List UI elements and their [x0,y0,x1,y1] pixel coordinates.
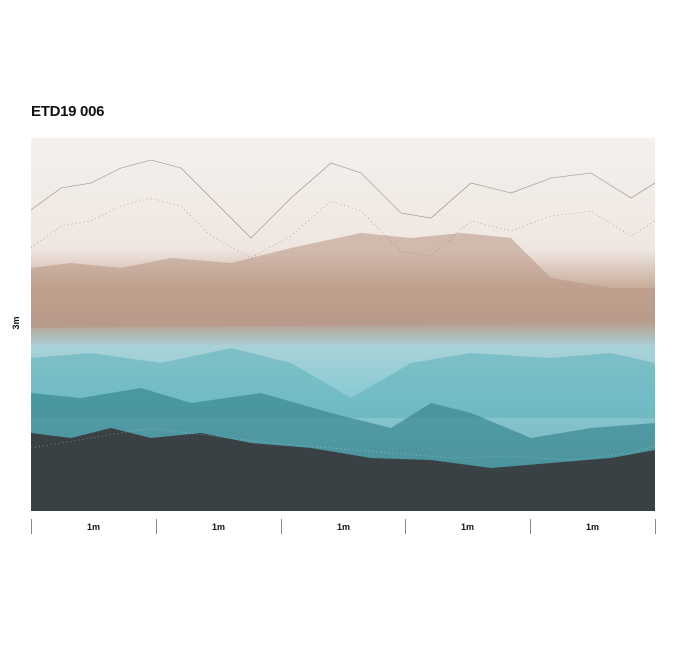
sand-layer [31,233,655,328]
ruler-segment-label: 1m [336,522,350,532]
height-label: 3m [11,316,21,330]
ruler-segment-label: 1m [460,522,474,532]
product-code: ETD19 006 [31,103,105,120]
ruler-tick [530,519,531,534]
stitch-lines-bottom [31,427,655,461]
ruler-tick [31,519,32,534]
charcoal-layer [31,428,655,511]
ruler-tick [655,519,656,534]
width-ruler: 1m 1m 1m 1m 1m [31,519,656,535]
ruler-tick [405,519,406,534]
ruler-segment-label: 1m [585,522,599,532]
ruler-tick [156,519,157,534]
wallpaper-mural-image [31,138,655,511]
ruler-segment-label: 1m [86,522,100,532]
ruler-tick [281,519,282,534]
stitch-lines-top [31,159,655,259]
ruler-segment-label: 1m [211,522,225,532]
aqua-layer [31,348,655,418]
